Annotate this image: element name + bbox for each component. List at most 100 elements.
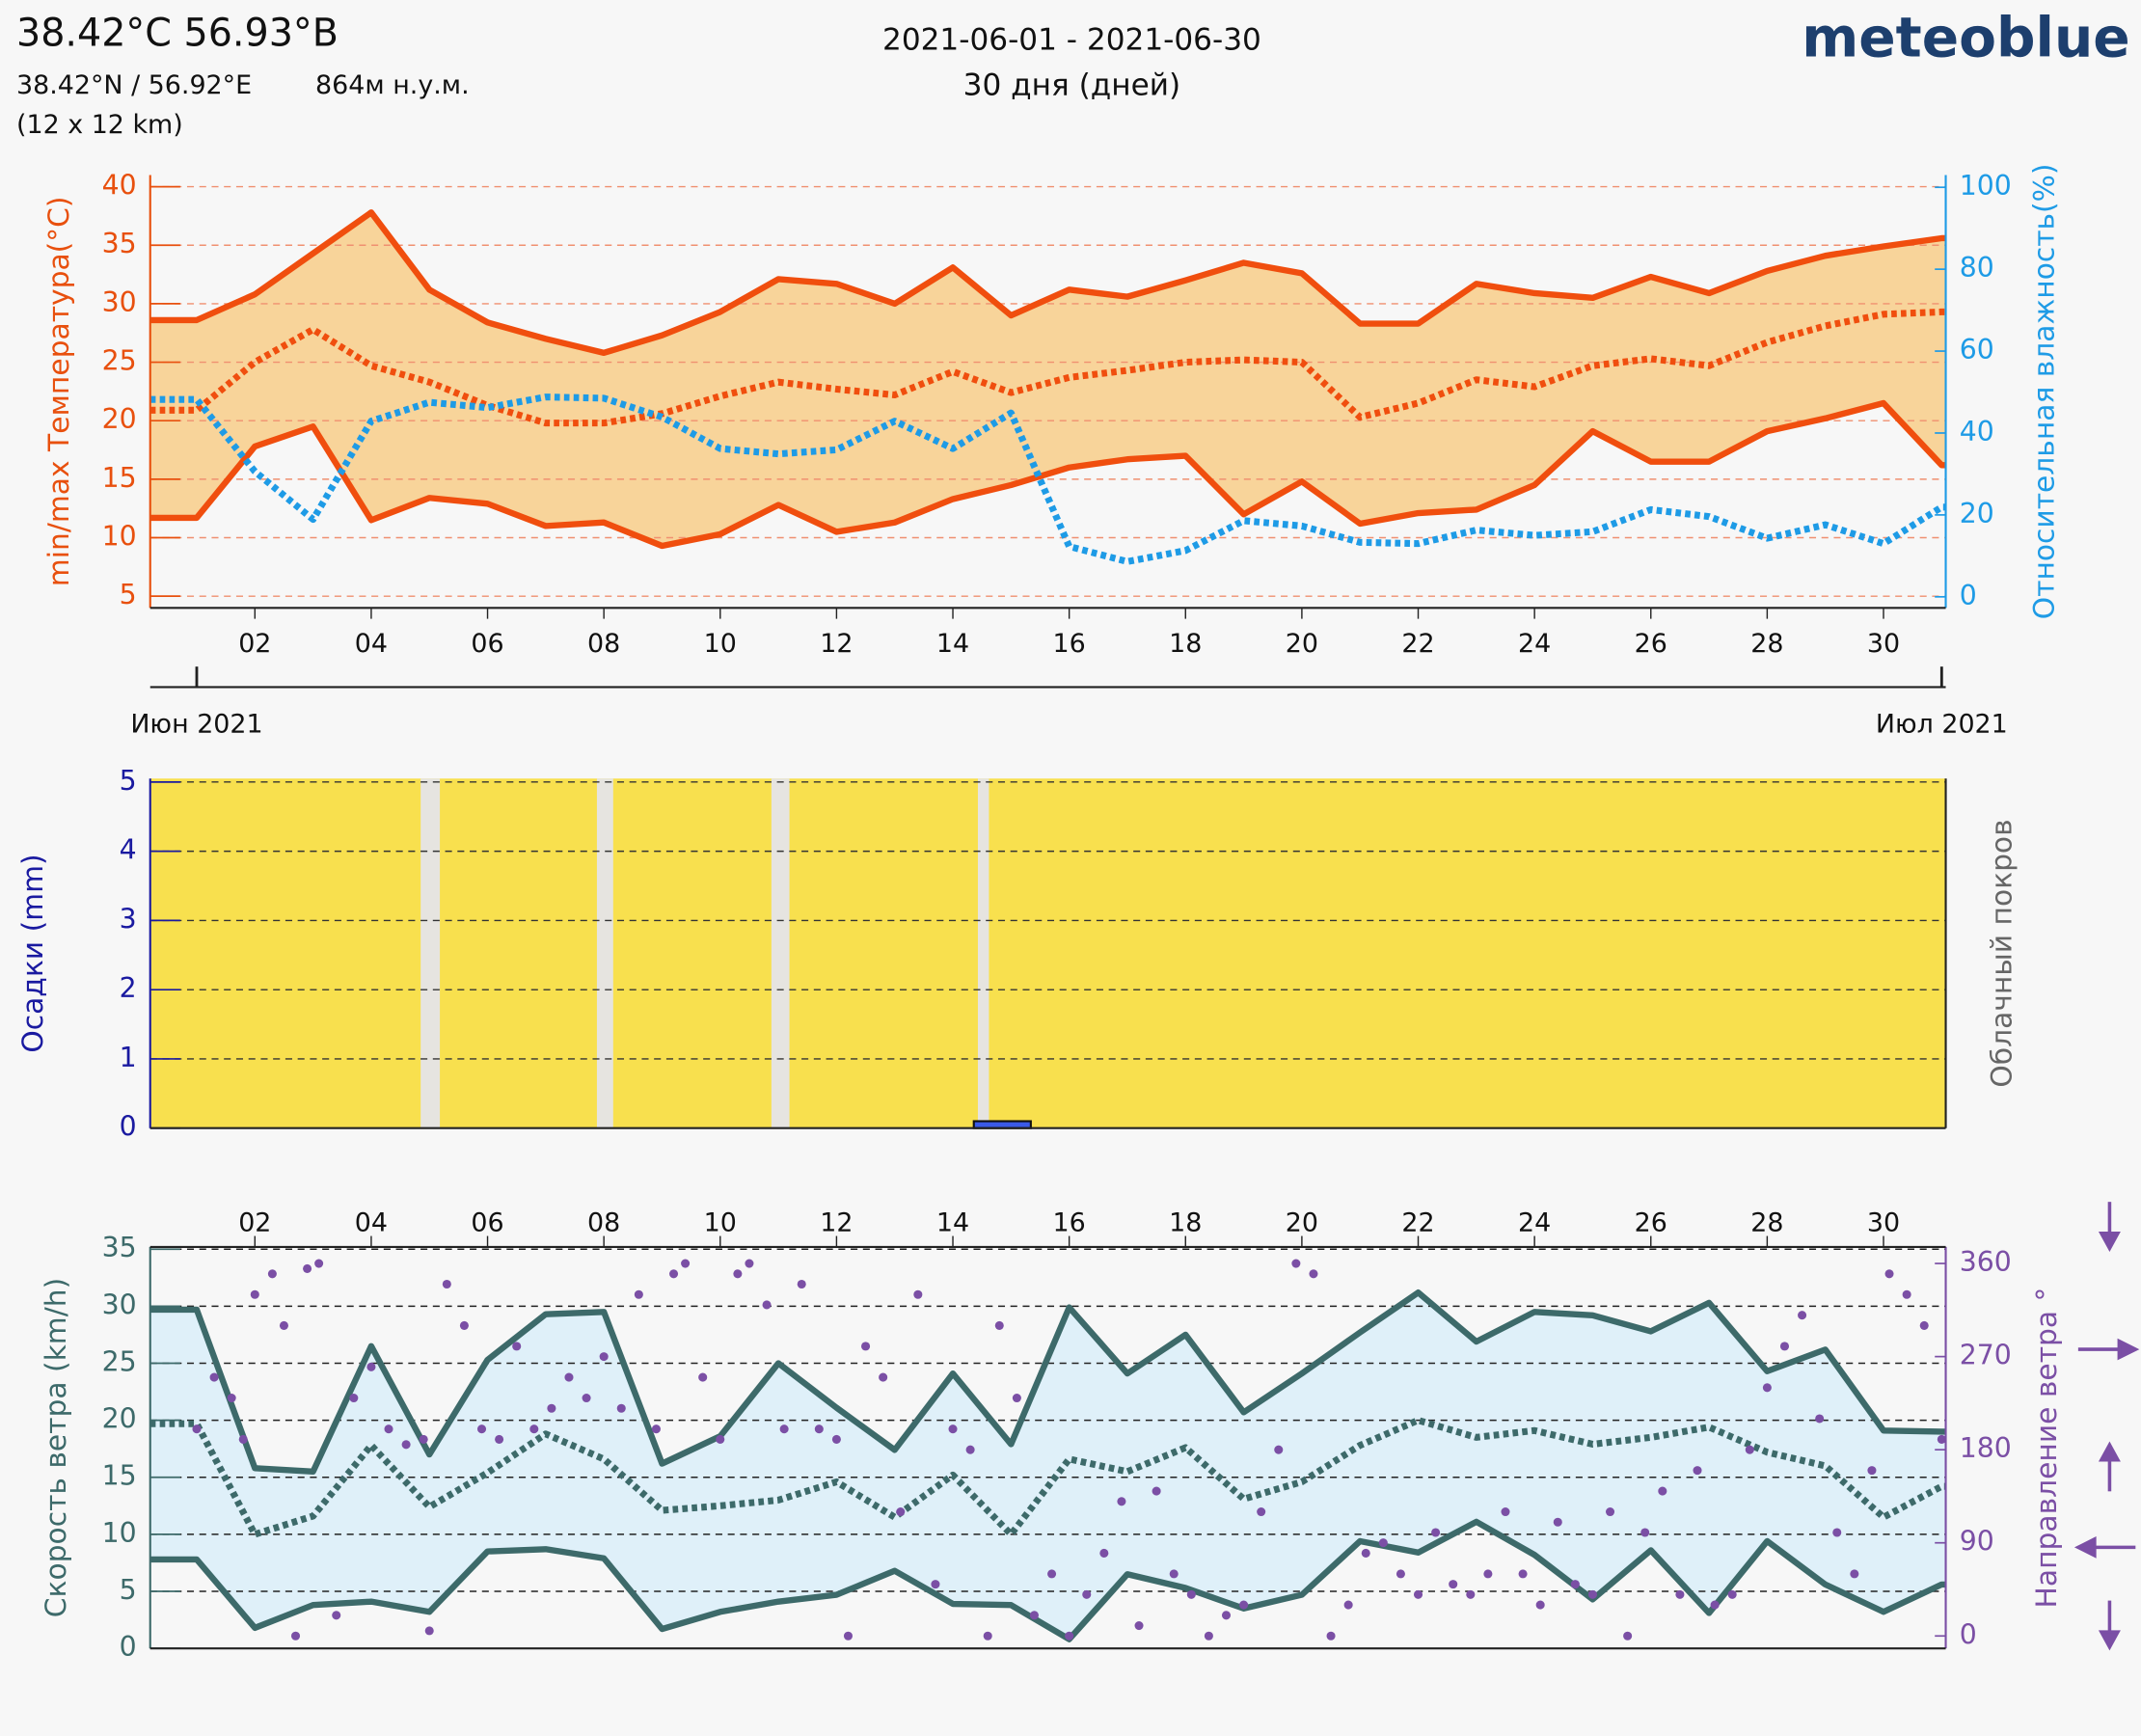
cloud-cover bbox=[977, 778, 989, 1128]
coords: 38.42°N / 56.92°E bbox=[16, 70, 252, 100]
direction-dot bbox=[1902, 1289, 1911, 1299]
direction-dot bbox=[1326, 1631, 1336, 1641]
x-tick-label: 20 bbox=[1286, 1207, 1318, 1237]
arrow-head bbox=[2098, 1441, 2121, 1462]
direction-dot bbox=[1587, 1589, 1597, 1599]
direction-dot bbox=[669, 1269, 679, 1279]
direction-dot bbox=[366, 1362, 376, 1371]
y2-tick-label: 0 bbox=[1960, 1618, 1977, 1650]
direction-dot bbox=[442, 1279, 451, 1289]
direction-dot bbox=[931, 1580, 940, 1589]
x-tick-label: 08 bbox=[587, 629, 620, 659]
y-tick-label: 20 bbox=[102, 1403, 137, 1435]
direction-dot bbox=[192, 1424, 202, 1434]
y-tick-label: 35 bbox=[102, 1232, 137, 1263]
y-tick-label: 15 bbox=[102, 462, 137, 494]
y2-tick-label: 270 bbox=[1960, 1340, 2012, 1371]
x-tick-label: 26 bbox=[1635, 629, 1667, 659]
direction-dot bbox=[733, 1269, 743, 1279]
x-tick-label: 18 bbox=[1169, 629, 1202, 659]
title: 38.42°C 56.93°B bbox=[16, 12, 339, 56]
brand-logo: meteoblue bbox=[1802, 6, 2129, 69]
x-tick-label: 14 bbox=[936, 1207, 969, 1237]
direction-dot bbox=[419, 1434, 428, 1444]
plot-area bbox=[149, 1248, 1946, 1642]
x-tick-label: 20 bbox=[1286, 629, 1318, 659]
direction-dot bbox=[1606, 1506, 1615, 1517]
y-tick-label: 5 bbox=[120, 579, 137, 610]
plot-area bbox=[149, 185, 1946, 597]
direction-dot bbox=[1867, 1466, 1877, 1476]
plot-background bbox=[149, 778, 1946, 1128]
y2-axis-label: Облачный покров bbox=[1986, 819, 2019, 1087]
direction-dot bbox=[1378, 1538, 1388, 1548]
direction-dot bbox=[1152, 1486, 1161, 1496]
direction-dot bbox=[1937, 1434, 1946, 1444]
y-axis-label: Скорость ветра (km/h) bbox=[40, 1278, 73, 1617]
direction-dot bbox=[1762, 1383, 1772, 1393]
direction-dot bbox=[1779, 1342, 1790, 1351]
x-tick-label: 16 bbox=[1053, 1207, 1086, 1237]
x-tick-label: 30 bbox=[1867, 1207, 1900, 1237]
direction-dot bbox=[1257, 1506, 1266, 1517]
x-tick-label: 12 bbox=[820, 629, 853, 659]
cloud-cover bbox=[771, 778, 790, 1128]
direction-dot bbox=[1815, 1414, 1825, 1424]
series-line bbox=[149, 209, 1946, 357]
direction-dot bbox=[843, 1631, 854, 1641]
arrow-head bbox=[2073, 1536, 2097, 1559]
y2-tick-label: 80 bbox=[1960, 252, 1994, 284]
y2-tick-label: 180 bbox=[1960, 1432, 2012, 1464]
direction-dot bbox=[1483, 1569, 1493, 1579]
direction-dot bbox=[698, 1372, 708, 1382]
direction-dot bbox=[1204, 1631, 1213, 1641]
y2-tick-label: 60 bbox=[1960, 334, 1994, 366]
direction-dot bbox=[1413, 1589, 1423, 1599]
direction-dot bbox=[716, 1434, 725, 1444]
direction-dot bbox=[1745, 1445, 1754, 1454]
direction-dot bbox=[1919, 1320, 1929, 1330]
direction-dot bbox=[1501, 1506, 1510, 1517]
direction-dot bbox=[1082, 1589, 1092, 1599]
x-tick-label: 14 bbox=[936, 629, 969, 659]
direction-dot bbox=[1727, 1589, 1737, 1599]
arrow-head bbox=[2117, 1338, 2140, 1361]
y-tick-label: 30 bbox=[102, 1288, 137, 1320]
direction-dot bbox=[1117, 1497, 1126, 1506]
direction-dot bbox=[1134, 1621, 1144, 1631]
series-line bbox=[149, 1289, 1946, 1476]
direction-dot bbox=[1518, 1569, 1528, 1579]
y-tick-label: 10 bbox=[102, 1517, 137, 1549]
precip-bar bbox=[972, 1120, 1032, 1129]
series-line bbox=[149, 1417, 1946, 1538]
direction-dot bbox=[238, 1434, 248, 1444]
cloud-cover bbox=[420, 778, 441, 1128]
y-tick-label: 2 bbox=[120, 972, 137, 1004]
y-tick-label: 25 bbox=[102, 1346, 137, 1378]
direction-dot bbox=[279, 1320, 288, 1330]
direction-dot bbox=[831, 1434, 841, 1444]
series-line bbox=[149, 308, 1946, 427]
series-line bbox=[149, 399, 1946, 550]
y-tick-label: 35 bbox=[102, 228, 137, 259]
direction-dot bbox=[762, 1300, 772, 1310]
series-line bbox=[149, 393, 1946, 565]
direction-dot bbox=[965, 1445, 975, 1454]
direction-dot bbox=[861, 1342, 871, 1351]
direction-dot bbox=[209, 1372, 219, 1382]
x-tick-label: 24 bbox=[1518, 1207, 1551, 1237]
direction-dot bbox=[1640, 1528, 1650, 1537]
x-tick-label: 12 bbox=[820, 1207, 853, 1237]
x-tick-label: 18 bbox=[1169, 1207, 1202, 1237]
cloud-cover bbox=[596, 778, 613, 1128]
direction-dot bbox=[983, 1631, 992, 1641]
direction-dot bbox=[459, 1320, 469, 1330]
direction-dot bbox=[1623, 1631, 1633, 1641]
direction-dot bbox=[1553, 1517, 1562, 1527]
direction-dot bbox=[332, 1611, 341, 1620]
y-tick-label: 0 bbox=[120, 1111, 137, 1143]
direction-dot bbox=[1309, 1269, 1318, 1279]
y-tick-label: 25 bbox=[102, 345, 137, 377]
direction-dot bbox=[1449, 1580, 1458, 1589]
